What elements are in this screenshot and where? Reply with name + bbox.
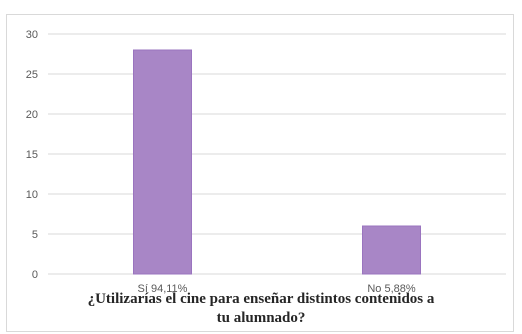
chart-title-line-1: ¿Utilizarías el cine para enseñar distin… <box>87 291 435 307</box>
y-tick-label: 0 <box>32 269 38 281</box>
y-tick-label: 10 <box>26 189 38 201</box>
x-category-label: No 5,88% <box>367 283 416 295</box>
y-tick-label: 20 <box>26 109 38 121</box>
bar <box>133 49 192 275</box>
y-tick-label: 30 <box>26 29 38 41</box>
y-tick-label: 15 <box>26 149 38 161</box>
x-category-label: Sí 94,11% <box>138 283 188 295</box>
y-tick-label: 25 <box>26 69 38 81</box>
chart-title-line-2: tu alumnado? <box>216 310 306 326</box>
y-tick-label: 5 <box>32 229 38 241</box>
chart-frame <box>6 14 514 332</box>
bar <box>362 225 421 275</box>
